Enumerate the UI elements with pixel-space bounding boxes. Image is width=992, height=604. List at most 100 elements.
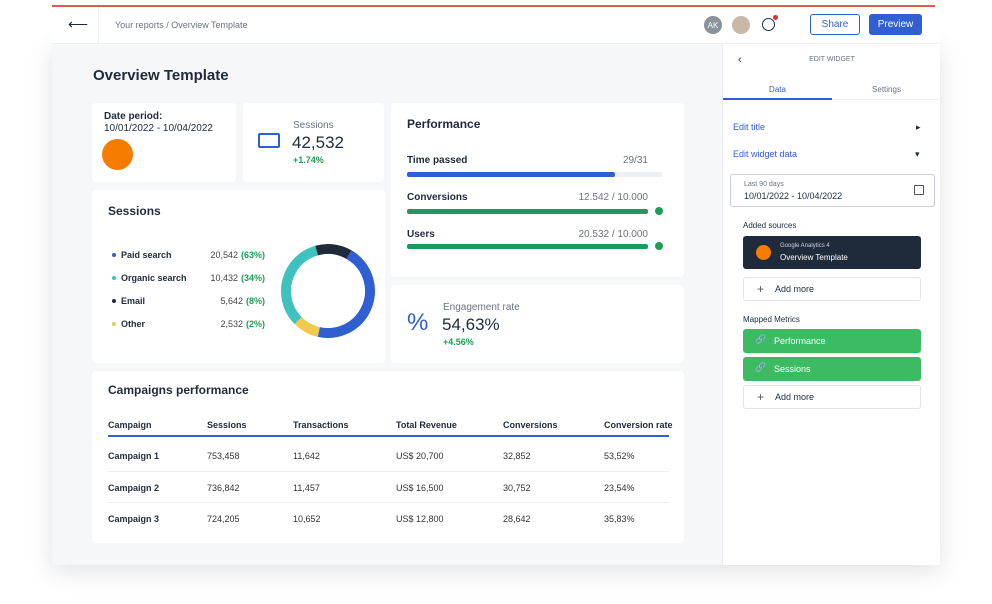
progress-fill [407, 209, 648, 214]
collapse-button[interactable]: ‹ [738, 54, 742, 66]
add-metric-button[interactable]: + Add more [743, 385, 921, 409]
avatar[interactable]: AK [704, 16, 722, 34]
table-cell: 23,54% [604, 482, 635, 493]
add-more-label: Add more [775, 284, 815, 294]
analytics-logo [756, 245, 771, 260]
card-title: Performance [407, 117, 481, 131]
legend-value: 2,532 (2%) [220, 319, 265, 329]
table-cell: 753,458 [207, 451, 240, 461]
plus-icon: + [757, 282, 765, 296]
column-header: Total Revenue [396, 420, 457, 430]
comments-icon[interactable] [762, 18, 775, 31]
breadcrumb: Your reports / Overview Template [115, 20, 248, 30]
column-header: Conversions [503, 420, 558, 430]
legend-name: Other [121, 319, 146, 329]
monitor-icon [258, 133, 280, 148]
donut-segment [281, 244, 375, 338]
table-cell: 11,642 [293, 451, 320, 461]
share: (63%) [240, 250, 265, 260]
date-hint: Last 90 days [744, 181, 784, 188]
card-title: Campaigns performance [108, 383, 249, 397]
source-name: Overview Template [780, 253, 848, 262]
date-label: Date period: [104, 111, 163, 122]
check-icon [655, 242, 663, 250]
engagement-card: % Engagement rate 54,63% +4.56% [391, 285, 684, 363]
legend-name: Organic search [121, 273, 187, 283]
add-source-button[interactable]: + Add more [743, 277, 921, 301]
progress-track [407, 172, 662, 177]
metric-label: Engagement rate [443, 302, 520, 313]
progress-fill [407, 172, 615, 177]
row-label: Time passed [407, 155, 468, 166]
back-button[interactable]: ⟵ [68, 16, 89, 32]
active-tab-indicator [723, 98, 832, 100]
date-value: 10/01/2022 - 10/04/2022 [744, 191, 843, 201]
share-button[interactable]: Share [810, 14, 860, 35]
table-cell: 28,642 [503, 514, 531, 524]
value: 20,542 [210, 250, 238, 260]
page-title: Overview Template [93, 67, 229, 84]
metric-change: +4.56% [443, 337, 474, 347]
legend-value: 10,432 (34%) [210, 273, 265, 283]
sessions-breakdown-card: Sessions Paid search 20,542 (63%) Organic s… [92, 190, 385, 363]
table-cell: 736,842 [207, 482, 240, 493]
divider [98, 7, 99, 44]
section-label: Mapped Metrics [743, 315, 800, 324]
metric-item[interactable]: 🔗 Sessions [743, 357, 921, 381]
metric-value: 54,63% [442, 315, 500, 334]
row-label: Conversions [407, 192, 468, 203]
donut-segment [281, 244, 375, 338]
legend-name: Email [121, 296, 146, 306]
tab[interactable]: Data [769, 85, 786, 94]
tab-divider [723, 99, 941, 100]
date-card: Date period: 10/01/2022 - 10/04/2022 [92, 103, 236, 182]
chevron: ▾ [915, 149, 920, 159]
legend-dot [112, 276, 116, 280]
legend-dot [112, 299, 116, 303]
column-header: Transactions [293, 420, 349, 430]
analytics-logo [102, 139, 133, 170]
tab[interactable]: Settings [872, 85, 901, 94]
legend-dot [112, 322, 116, 326]
percent-icon: % [407, 309, 429, 336]
preview-button[interactable]: Preview [869, 14, 922, 35]
avatar-photo[interactable] [732, 16, 750, 34]
panel-title: EDIT WIDGET [809, 56, 855, 63]
row-label: Users [407, 229, 435, 240]
source-item[interactable]: Google Analytics 4 Overview Template [743, 236, 921, 269]
table-cell: US$ 16,500 [396, 482, 444, 493]
value: 10,432 [210, 273, 238, 283]
plus-icon: + [757, 390, 765, 404]
table-cell: 10,652 [293, 514, 321, 524]
legend-name: Paid search [121, 250, 172, 260]
column-header: Sessions [207, 420, 247, 430]
row-value: 12.542 / 10.000 [578, 192, 648, 203]
header-underline [108, 435, 669, 437]
top-bar [52, 7, 940, 44]
metric-name: Sessions [774, 364, 811, 374]
metric-item[interactable]: 🔗 Performance [743, 329, 921, 353]
table-cell: 35,83% [604, 514, 635, 524]
table-cell: 53,52% [604, 451, 635, 461]
share: (2%) [245, 319, 265, 329]
table-cell: US$ 20,700 [396, 451, 444, 461]
link-icon: 🔗 [755, 362, 767, 372]
edit-title-link[interactable]: Edit title [733, 122, 766, 132]
table-cell: Campaign 1 [108, 451, 160, 461]
metric-label: Sessions [293, 120, 334, 131]
donut-segment [281, 244, 375, 338]
column-header: Conversion rate [604, 420, 673, 430]
campaigns-card: Campaigns performance Campaign Sessions Tr… [92, 371, 684, 543]
donut-chart [281, 244, 375, 338]
edit-data-link[interactable]: Edit widget data [733, 149, 798, 159]
chevron: ▸ [916, 122, 921, 132]
metric-value: 42,532 [292, 133, 344, 152]
value: 2,532 [220, 319, 243, 329]
legend-value: 20,542 (63%) [210, 250, 265, 260]
date-input[interactable]: Last 90 days 10/01/2022 - 10/04/2022 [730, 174, 935, 207]
table-cell: Campaign 3 [108, 514, 160, 524]
table-cell: 30,752 [503, 482, 531, 493]
value: 5,642 [220, 296, 243, 306]
source-provider: Google Analytics 4 [780, 243, 830, 249]
